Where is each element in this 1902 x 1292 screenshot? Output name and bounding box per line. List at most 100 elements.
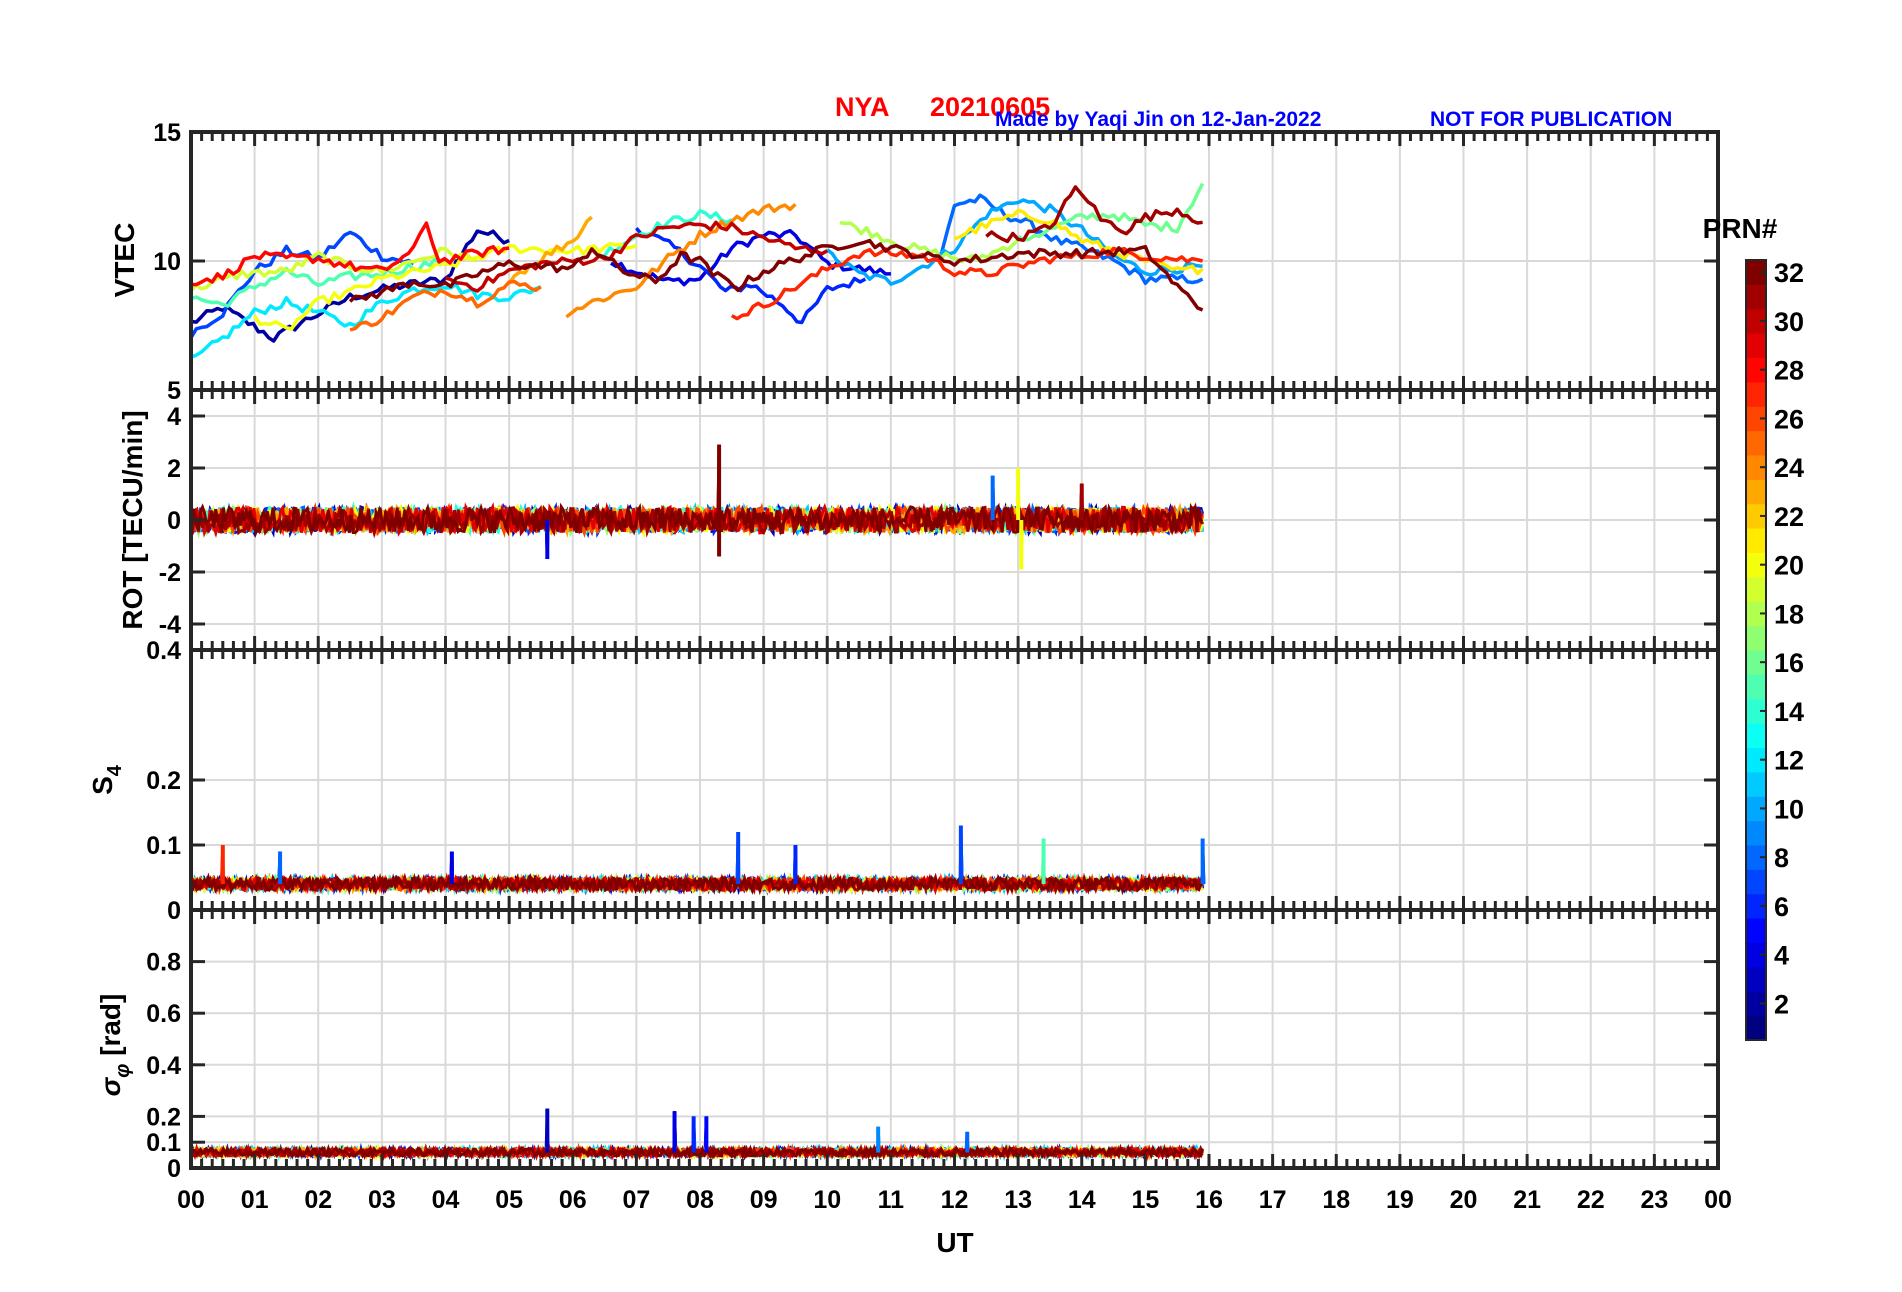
x-tick-label: 09 xyxy=(750,1186,778,1214)
x-tick-label: 01 xyxy=(241,1186,269,1214)
colorbar-segment xyxy=(1746,625,1766,651)
x-tick-label: 22 xyxy=(1577,1186,1605,1214)
x-tick-label: 03 xyxy=(368,1186,396,1214)
colorbar-tick-label: 22 xyxy=(1774,502,1804,532)
colorbar-segment xyxy=(1746,698,1766,724)
colorbar-segment xyxy=(1746,430,1766,456)
colorbar-tick-label: 20 xyxy=(1774,551,1804,581)
colorbar-segment xyxy=(1746,528,1766,553)
rot-traces xyxy=(189,444,1205,570)
station-label: NYA xyxy=(835,92,890,122)
colorbar-segment xyxy=(1746,1015,1766,1041)
vtec-series-prn-2 xyxy=(190,229,510,343)
date-label: 20210605 xyxy=(930,92,1050,122)
s4-traces xyxy=(189,825,1206,897)
colorbar-segment xyxy=(1746,893,1766,919)
vtec-series-prn-28 xyxy=(190,221,510,287)
vtec-series-prn-12 xyxy=(190,282,542,359)
colorbar-segment xyxy=(1746,503,1766,529)
sigma-phi-y-tick-label: 0.4 xyxy=(146,1052,181,1080)
colorbar-segment xyxy=(1746,406,1766,432)
x-tick-label: 16 xyxy=(1195,1186,1223,1214)
colorbar-segment xyxy=(1746,845,1766,870)
x-axis-tick-labels: 00 01 02 03 04 05 06 07 08 09 10 11 12 13 14 15 16 17 18 19… xyxy=(177,1186,1732,1214)
x-tick-label: 13 xyxy=(1004,1186,1032,1214)
rot-y-tick-label: 4 xyxy=(167,403,181,431)
rot-series-prn-31 xyxy=(189,444,1204,557)
colorbar-tick-label: 8 xyxy=(1774,843,1789,873)
sigma-phi-ylabel: σφ [rad] xyxy=(95,994,134,1097)
vtec-series-prn-10 xyxy=(826,198,1203,286)
colorbar-segment xyxy=(1746,381,1766,407)
vtec-series-prn-19 xyxy=(189,246,478,293)
colorbar-tick-label: 24 xyxy=(1774,453,1804,483)
s4-series-prn-32 xyxy=(190,872,1204,896)
colorbar-segment xyxy=(1746,942,1766,968)
x-tick-label: 02 xyxy=(304,1186,332,1214)
colorbar-segment xyxy=(1746,796,1766,822)
colorbar-segment xyxy=(1746,771,1766,797)
vtec-x-ticks xyxy=(189,132,1720,390)
vtec-series-prn-20 xyxy=(253,241,637,331)
credit-label: Made by Yaqi Jin on 12-Jan-2022 xyxy=(995,108,1321,131)
colorbar-segment xyxy=(1746,455,1766,480)
rot-y-tick-label: 0 xyxy=(167,507,181,535)
vtec-series-prn-4 xyxy=(609,228,891,287)
x-tick-label: 10 xyxy=(813,1186,841,1214)
colorbar-segment xyxy=(1746,552,1766,578)
rot-y-tick-label: 2 xyxy=(167,455,181,483)
vtec-y-tick-label: 10 xyxy=(153,248,181,276)
colorbar-tick-label: 14 xyxy=(1774,697,1804,727)
colorbar-tick-label: 2 xyxy=(1774,989,1789,1019)
sigma-phi-y-tick-label: 0.2 xyxy=(146,1103,181,1131)
vtec-series-prn-30 xyxy=(444,220,829,293)
colorbar-frame xyxy=(1745,259,1767,1041)
vtec-panel: 10 15 xyxy=(153,119,1720,392)
colorbar-segment xyxy=(1746,308,1766,334)
x-tick-label: 23 xyxy=(1640,1186,1668,1214)
vtec-series-prn-6 xyxy=(635,227,867,325)
s4-y-tick-label: 0 xyxy=(167,897,181,925)
vtec-series-prn-25 xyxy=(349,279,542,332)
vtec-traces xyxy=(189,182,1205,359)
sigma-phi-y-tick-label: 0.6 xyxy=(146,1000,181,1028)
colorbar-segment xyxy=(1746,601,1766,627)
colorbar-segment xyxy=(1746,966,1766,992)
colorbar-segment xyxy=(1746,650,1766,675)
sigma-phi-y-tick-label: 0.1 xyxy=(146,1129,181,1157)
x-tick-label: 08 xyxy=(686,1186,714,1214)
rot-series-prn-32 xyxy=(189,444,1204,557)
s4-panel: 0 0.1 0.2 0.4 xyxy=(146,637,1720,925)
rot-ylabel: ROT [TECU/min] xyxy=(117,410,148,629)
s4-y-tick-label: 0.4 xyxy=(146,637,181,665)
sigma-phi-y-tick-label: 0 xyxy=(167,1155,181,1183)
vtec-y-tick-label: 15 xyxy=(153,119,181,147)
vtec-series-prn-8 xyxy=(940,193,1204,286)
x-tick-label: 11 xyxy=(878,1186,905,1214)
colorbar-tick-label: 26 xyxy=(1774,404,1804,434)
colorbar-tick-label: 16 xyxy=(1774,648,1804,678)
x-tick-label: 21 xyxy=(1513,1186,1541,1214)
x-tick-label: 00 xyxy=(177,1186,205,1214)
colorbar-segment xyxy=(1746,260,1766,285)
x-tick-label: 04 xyxy=(432,1186,460,1214)
vtec-series-prn-31 xyxy=(985,185,1203,244)
colorbar-segment xyxy=(1746,991,1766,1017)
x-tick-label: 17 xyxy=(1259,1186,1287,1214)
colorbar-segment xyxy=(1746,820,1766,846)
colorbar-segment xyxy=(1746,674,1766,700)
x-tick-label: 07 xyxy=(622,1186,650,1214)
colorbar-tick-label: 30 xyxy=(1774,307,1804,337)
colorbar-tick-label: 32 xyxy=(1774,258,1804,288)
rot-y-tick-label: 5 xyxy=(167,377,181,405)
svg-text:S4: S4 xyxy=(87,764,126,795)
sigma-phi-traces xyxy=(189,1108,1205,1162)
x-tick-label: 20 xyxy=(1450,1186,1478,1214)
colorbar-segment xyxy=(1746,869,1766,895)
rot-panel: -4 -2 0 2 45 xyxy=(159,377,1720,652)
x-tick-label: 05 xyxy=(495,1186,523,1214)
colorbar-segment xyxy=(1746,357,1766,383)
s4-y-tick-label: 0.1 xyxy=(146,832,181,860)
